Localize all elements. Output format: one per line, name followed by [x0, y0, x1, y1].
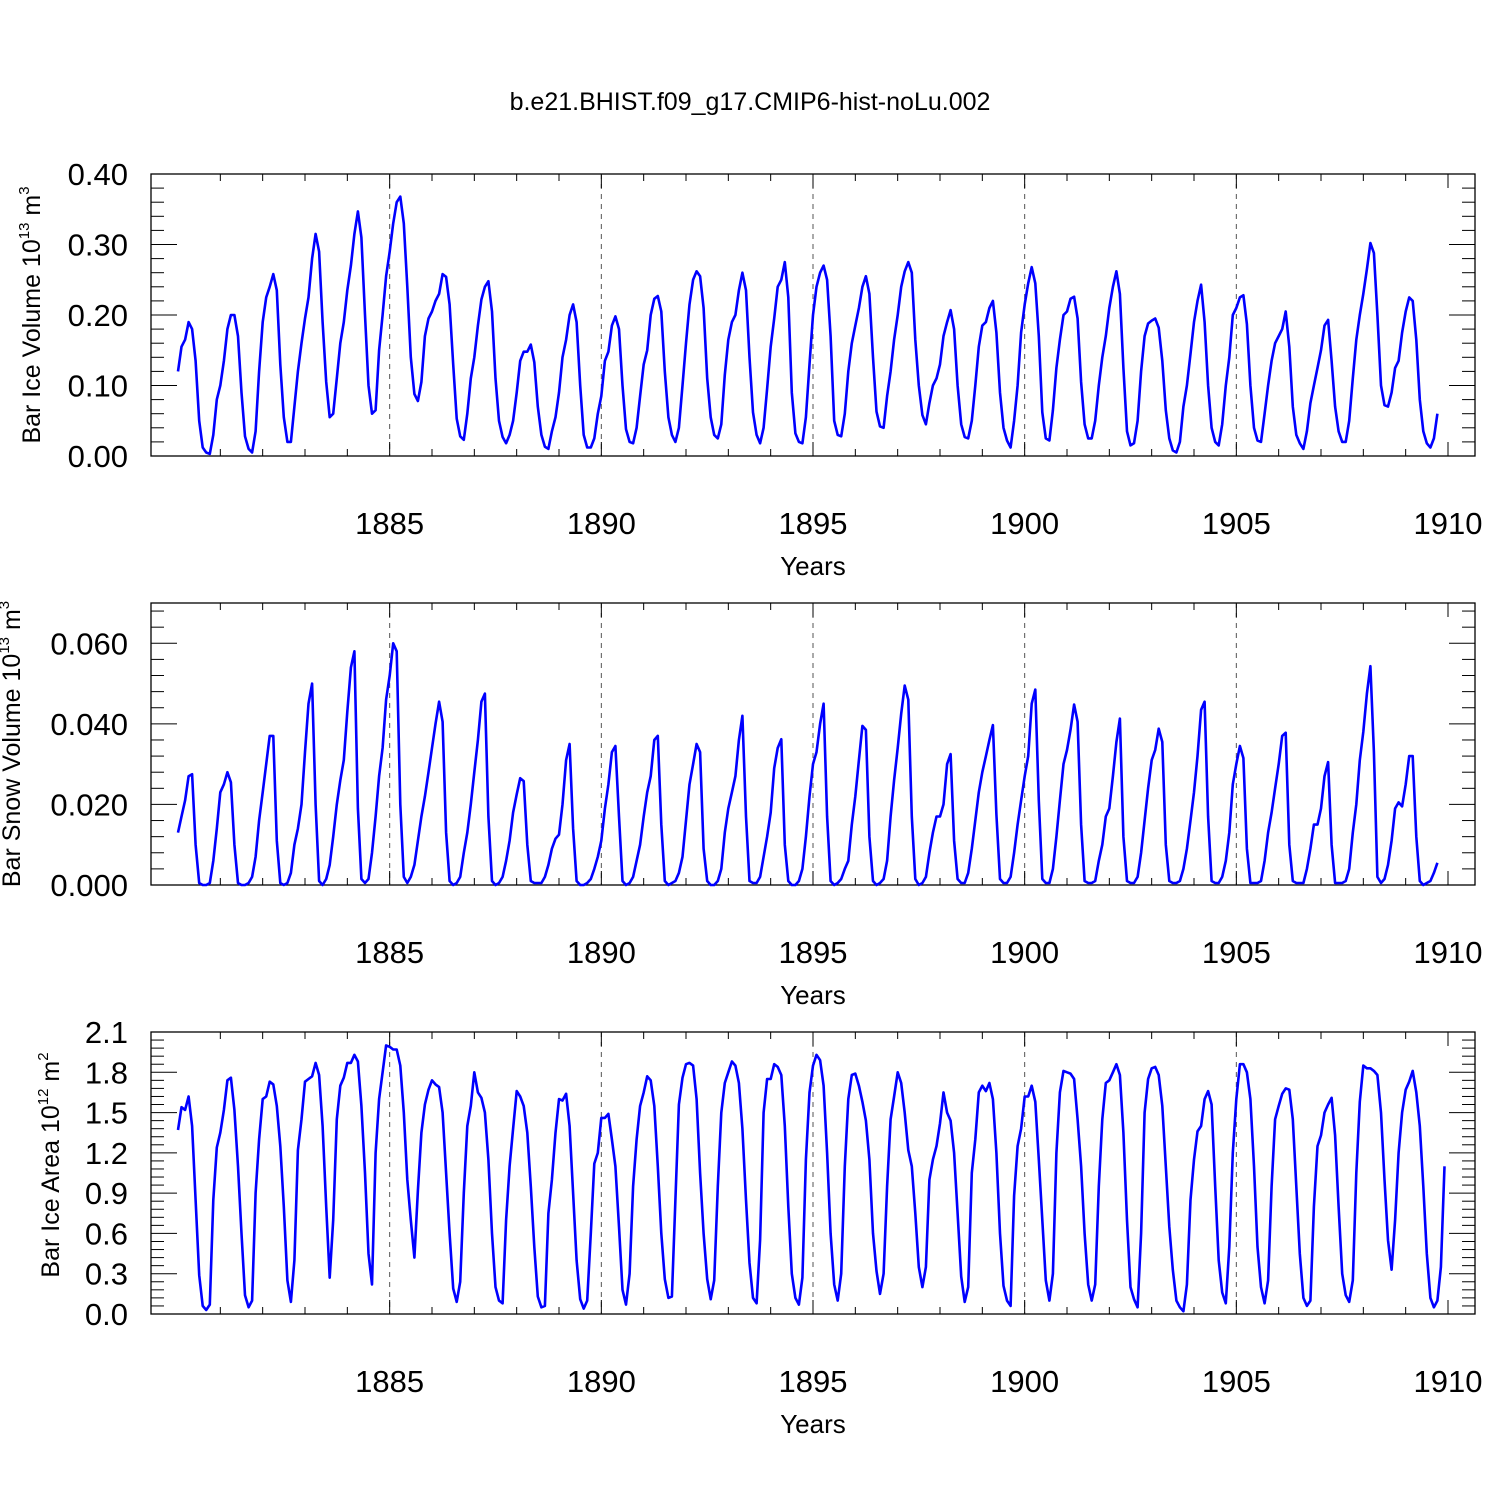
y-axis-label-unit: m: [37, 1061, 65, 1089]
y-axis-label-unit-exponent: 2: [35, 1052, 52, 1060]
y-axis-label-exponent: 13: [16, 223, 33, 240]
y-tick-label: 0.00: [68, 439, 128, 474]
y-axis-label-unit: m: [18, 195, 46, 223]
x-tick-label: 1895: [779, 1364, 848, 1399]
x-tick-label: 1910: [1414, 1364, 1483, 1399]
y-tick-label: 0.0: [85, 1297, 128, 1332]
x-tick-label: 1910: [1414, 506, 1483, 541]
x-tick-label: 1910: [1414, 935, 1483, 970]
y-axis-label-unit: m: [0, 609, 26, 637]
series-line: [176, 195, 1439, 456]
x-tick-label: 1885: [355, 506, 424, 541]
y-axis-label-text: Bar Ice Volume 10: [18, 239, 46, 443]
y-tick-label: 1.5: [85, 1096, 128, 1131]
x-tick-label: 1890: [567, 506, 636, 541]
y-axis-label: Bar Ice Volume 1013 m3: [16, 186, 46, 443]
y-axis-label-exponent: 12: [35, 1089, 52, 1106]
y-tick-label: 0.000: [50, 868, 128, 903]
y-axis-label-unit-exponent: 3: [16, 186, 33, 194]
panel-bar-snow-volume: 0.000 0.020 0.040 0.060 1885 1890 1895 1900 1905…: [0, 601, 1482, 1010]
y-tick-label: 0.40: [68, 157, 128, 192]
x-tick-label: 1895: [779, 935, 848, 970]
y-axis-label: Bar Ice Area 1012 m2: [35, 1052, 65, 1277]
y-tick-label: 0.9: [85, 1176, 128, 1211]
y-axis-label: Bar Snow Volume 1013 m3: [0, 601, 26, 887]
y-tick-label: 0.20: [68, 298, 128, 333]
x-tick-label: 1905: [1202, 1364, 1271, 1399]
figure-title: b.e21.BHIST.f09_g17.CMIP6-hist-noLu.002: [510, 88, 991, 116]
x-tick-label: 1900: [990, 935, 1059, 970]
x-axis-label: Years: [780, 1409, 846, 1439]
panel-bar-ice-area: 0.0 0.3 0.6 0.9 1.2 1.5 1.8 2.1 1885 1890 1895 1900…: [35, 1015, 1482, 1439]
y-tick-label: 1.2: [85, 1136, 128, 1171]
x-tick-label: 1900: [990, 506, 1059, 541]
y-tick-label: 0.060: [50, 626, 128, 661]
y-tick-label: 1.8: [85, 1055, 128, 1090]
panel-bar-ice-volume: 0.00 0.10 0.20 0.30 0.40 1885 1890 1895 1900 1905…: [16, 157, 1482, 581]
x-axis-label: Years: [780, 980, 846, 1010]
x-tick-label: 1905: [1202, 506, 1271, 541]
x-tick-label: 1900: [990, 1364, 1059, 1399]
x-tick-label: 1885: [355, 935, 424, 970]
y-tick-label: 2.1: [85, 1015, 128, 1050]
y-tick-label: 0.3: [85, 1257, 128, 1292]
y-axis-label-text: Bar Snow Volume 10: [0, 654, 26, 887]
x-tick-label: 1905: [1202, 935, 1271, 970]
y-axis-label-unit-exponent: 3: [0, 601, 13, 609]
y-tick-label: 0.30: [68, 228, 128, 263]
y-tick-label: 0.040: [50, 707, 128, 742]
y-axis-label-exponent: 13: [0, 637, 13, 654]
series-line: [176, 1044, 1446, 1313]
series-line: [176, 641, 1439, 887]
x-tick-label: 1895: [779, 506, 848, 541]
x-tick-label: 1890: [567, 1364, 636, 1399]
y-tick-label: 0.020: [50, 787, 128, 822]
y-axis-label-text: Bar Ice Area 10: [37, 1105, 65, 1277]
x-axis-label: Years: [780, 551, 846, 581]
y-tick-label: 0.10: [68, 369, 128, 404]
y-tick-label: 0.6: [85, 1216, 128, 1251]
x-tick-label: 1885: [355, 1364, 424, 1399]
x-tick-label: 1890: [567, 935, 636, 970]
